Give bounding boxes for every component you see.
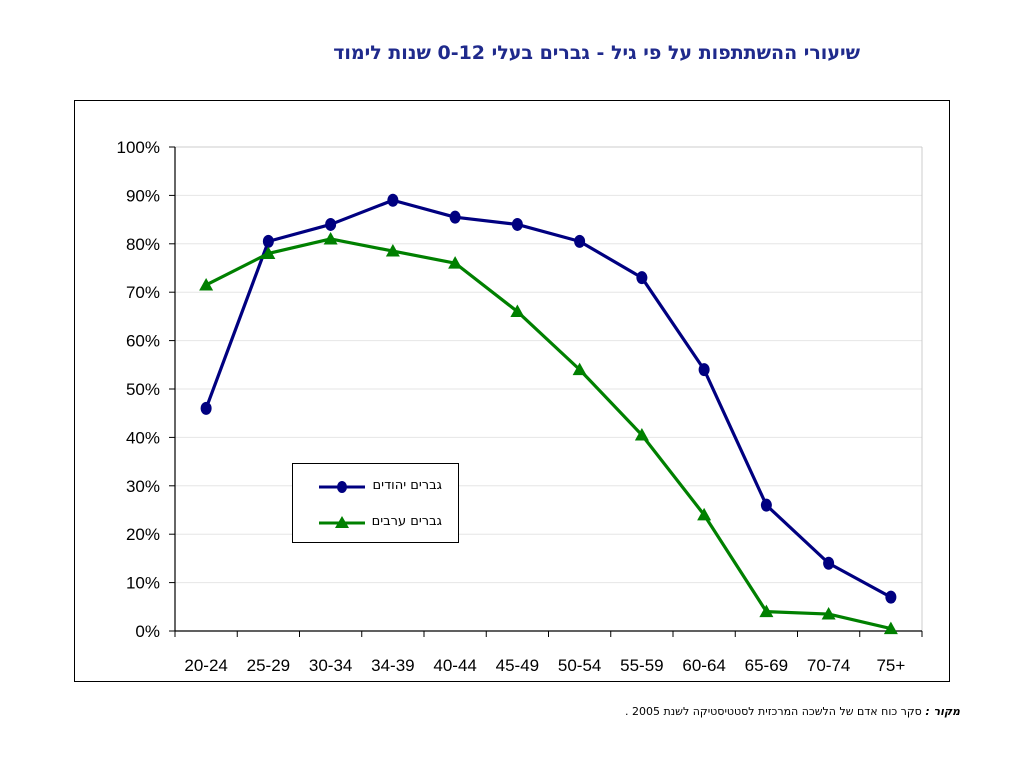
- data-point: [698, 363, 710, 377]
- data-point: [823, 556, 835, 570]
- data-point: [262, 234, 274, 248]
- data-point: [200, 401, 212, 415]
- data-point: [387, 193, 399, 207]
- y-tick-label: 70%: [126, 283, 160, 302]
- data-point: [883, 621, 898, 635]
- data-point: [261, 246, 276, 259]
- data-point: [199, 277, 214, 291]
- data-point: [325, 217, 337, 231]
- x-tick-label: 50-54: [558, 656, 601, 675]
- line-chart: 0%10%20%30%40%50%60%70%80%90%100% 20-24 2…: [117, 138, 923, 675]
- x-tick-label: 45-49: [496, 656, 539, 675]
- legend: גברים יהודים גברים ערבים: [292, 463, 459, 543]
- data-point: [574, 234, 586, 248]
- x-tick-label: 60-64: [682, 656, 725, 675]
- x-tick-label: 34-39: [371, 656, 414, 675]
- grid-layer: [175, 146, 923, 631]
- y-tick-label: 40%: [126, 428, 160, 447]
- series-layer: [199, 193, 898, 635]
- series-line: [205, 237, 892, 631]
- x-tick-label: 40-44: [433, 656, 476, 675]
- data-point: [760, 498, 772, 512]
- data-point: [448, 256, 463, 269]
- data-point: [697, 507, 712, 521]
- y-tick-label: 60%: [126, 332, 160, 351]
- x-axis-ticks: 20-24 25-29 30-34 34-39 40-44 45-49 50-54 55-59…: [174, 631, 923, 675]
- x-tick-label: 65-69: [745, 656, 788, 675]
- legend-item-series-1: גברים יהודים: [293, 477, 458, 497]
- data-point: [885, 590, 897, 604]
- x-tick-label: 55-59: [620, 656, 663, 675]
- series-1: [200, 193, 897, 604]
- y-tick-label: 20%: [126, 525, 160, 544]
- source-note: מקור : סקר כוח אדם של הלשכה המרכזית לסטט…: [300, 705, 960, 718]
- x-tick-label: 75+: [876, 656, 905, 675]
- series-2: [199, 231, 898, 635]
- data-point: [511, 217, 523, 231]
- series-line: [204, 198, 892, 599]
- data-point: [510, 304, 525, 318]
- legend-item-series-2: גברים ערבים: [293, 513, 458, 533]
- chart-frame: 0% 10% 20% 30% 40% 50% 60% 70% 80% 90% 100% 20-24 2…: [74, 100, 950, 682]
- y-tick-label: 30%: [126, 477, 160, 496]
- y-tick-label: 80%: [126, 235, 160, 254]
- data-point: [759, 604, 774, 618]
- x-tick-label: 70-74: [807, 656, 850, 675]
- legend-label: גברים ערבים: [371, 514, 442, 529]
- x-tick-label: 30-34: [309, 656, 352, 675]
- data-point: [323, 231, 338, 245]
- legend-swatch-triangle-icon: [319, 516, 365, 528]
- page-title: שיעורי ההשתתפות על פי גיל - גברים בעלי 0…: [333, 42, 860, 64]
- data-point: [636, 271, 648, 285]
- y-tick-label: 10%: [126, 574, 160, 593]
- data-point: [634, 427, 649, 441]
- legend-swatch-circle-icon: [319, 481, 365, 493]
- x-tick-label: 25-29: [247, 656, 290, 675]
- y-tick-label: 100%: [117, 138, 160, 157]
- y-tick-label: 50%: [126, 380, 160, 399]
- source-label: מקור :: [925, 705, 960, 718]
- y-tick-label: 90%: [126, 186, 160, 205]
- source-text: סקר כוח אדם של הלשכה המרכזית לסטטיסטיקה …: [625, 705, 922, 718]
- y-axis-ticks: 0% 10% 20% 30% 40% 50% 60% 70% 80% 90% 100%: [117, 138, 175, 641]
- y-tick-label: 0%: [135, 622, 160, 641]
- data-point: [449, 210, 461, 224]
- data-point: [821, 607, 836, 620]
- x-tick-label: 20-24: [184, 656, 227, 675]
- legend-label: גברים יהודים: [372, 478, 442, 493]
- data-point: [385, 244, 400, 257]
- data-point: [572, 362, 587, 376]
